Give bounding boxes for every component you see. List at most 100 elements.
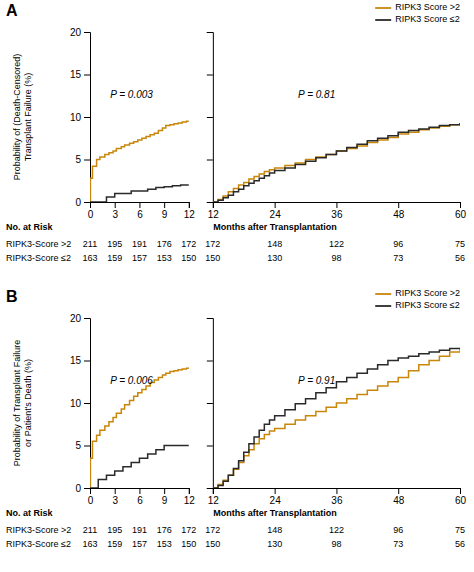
tick: 12 [184,202,196,220]
tick: 36 [331,202,343,220]
legend: RIPK3 Score >2 RIPK3 Score ≤2 [375,288,460,310]
table-title: No. at Risk [6,508,54,518]
tick-label: 6 [137,495,143,506]
table-cell: 157 [132,253,147,263]
tick-mark [207,446,213,447]
table-cell: 75 [455,525,465,535]
plot-area [213,348,460,488]
table-cell: 195 [107,525,122,535]
legend-label: RIPK3 Score ≤2 [395,300,459,310]
tick-label: 0 [75,197,81,208]
axis-line [213,203,460,209]
tick-label: 15 [70,69,82,80]
tick-label: 48 [393,209,405,220]
tick-label: 60 [455,495,467,506]
tick: 3 [112,488,118,506]
tick: 10 [70,398,90,409]
tick-mark [207,32,213,33]
tick-mark [84,75,90,76]
axis-line [213,489,460,495]
tick-mark [207,202,213,203]
tick-mark [139,202,140,208]
tick: 48 [393,488,405,506]
table-cell: 191 [132,239,147,249]
tick: 5 [75,154,90,165]
table-cell: 172 [205,525,220,535]
tick [207,446,213,447]
y-axis-title-line: Probability of (Death-Censored) [12,54,22,181]
y-axis-title-line: or Patient's Death (%) [23,359,33,447]
tick-mark [139,488,140,494]
y-axis-title: Probability of Transplant Failureor Pati… [12,340,33,467]
tick-label: 0 [88,209,94,220]
tick: 10 [70,112,90,123]
tick-label: 48 [393,495,405,506]
chart-root: 03691205101520P = 0.003Probability of (D… [0,0,474,572]
tick-mark [189,488,190,494]
tick: 0 [75,483,90,494]
step-line [90,121,189,202]
table-cell: 56 [455,539,465,549]
tick-mark [207,75,213,76]
table-cell: 163 [82,539,97,549]
table-cell: 150 [181,539,196,549]
y-axis [207,33,214,203]
tick [207,202,213,203]
tick-label: 5 [75,440,81,451]
table-x-label: Months after Transplantation [213,508,337,518]
tick-label: 12 [184,209,196,220]
tick-label: 9 [162,495,168,506]
tick: 12 [208,202,220,220]
y-axis-title: Probability of (Death-Censored)Transplan… [12,54,33,181]
step-line [90,185,189,202]
tick: 60 [455,488,467,506]
table-cell: 157 [132,539,147,549]
tick: 24 [270,202,282,220]
table-cell: 153 [157,539,172,549]
annotation: P = 0.006 [110,375,153,386]
table-cell: 75 [455,239,465,249]
tick: 24 [270,488,282,506]
tick: 9 [162,202,168,220]
tick-mark [84,117,90,118]
legend-label: RIPK3 Score >2 [395,2,460,12]
tick-label: 10 [70,112,82,123]
x-axis: 0 3 6 9 12 [88,488,196,506]
tick: 12 [184,488,196,506]
legend-swatch [375,19,391,21]
tick-mark [207,488,213,489]
table-row-label: RIPK3-Score ≤2 [6,539,71,549]
tick-label: 24 [270,209,282,220]
tick-label: 36 [331,209,343,220]
tick: 15 [70,355,90,366]
annotation: P = 0.003 [110,89,153,100]
tick [207,488,213,489]
tick: 15 [70,69,90,80]
tick-mark [84,202,90,203]
tick-mark [189,202,190,208]
tick: 0 [75,197,90,208]
tick: 36 [331,488,343,506]
tick-label: 0 [75,483,81,494]
table-cell: 172 [205,239,220,249]
tick-mark [207,318,213,319]
tick-label: 0 [88,495,94,506]
axis-line [207,33,214,203]
risk-table: No. at RiskMonths after TransplantationR… [6,222,465,263]
tick: 48 [393,202,405,220]
tick-mark [460,488,461,494]
table-cell: 150 [205,539,220,549]
tick-label: 15 [70,355,82,366]
tick-mark [398,202,399,208]
tick: 12 [208,488,220,506]
axis-line [91,489,190,495]
table-cell: 122 [329,525,344,535]
annotation: P = 0.81 [298,89,335,100]
tick-mark [84,403,90,404]
table-cell: 122 [329,239,344,249]
table-cell: 153 [157,253,172,263]
tick: 0 [88,488,94,506]
tick: 0 [88,202,94,220]
tick-label: 6 [137,209,143,220]
legend-label: RIPK3 Score >2 [395,288,460,298]
